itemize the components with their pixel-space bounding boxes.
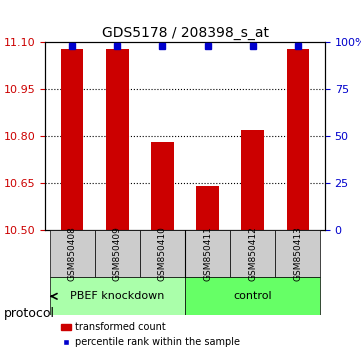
Bar bbox=[61, 49, 83, 230]
Text: control: control bbox=[234, 291, 272, 301]
FancyBboxPatch shape bbox=[95, 230, 140, 277]
Bar bbox=[242, 130, 264, 230]
FancyBboxPatch shape bbox=[49, 277, 185, 315]
Legend: transformed count, percentile rank within the sample: transformed count, percentile rank withi… bbox=[59, 320, 242, 349]
FancyBboxPatch shape bbox=[185, 230, 230, 277]
Text: GSM850411: GSM850411 bbox=[203, 226, 212, 281]
Text: GSM850408: GSM850408 bbox=[68, 226, 77, 281]
Text: PBEF knockdown: PBEF knockdown bbox=[70, 291, 165, 301]
Bar bbox=[106, 49, 129, 230]
FancyBboxPatch shape bbox=[275, 230, 321, 277]
Text: protocol: protocol bbox=[4, 307, 55, 320]
FancyBboxPatch shape bbox=[140, 230, 185, 277]
Text: GSM850409: GSM850409 bbox=[113, 226, 122, 281]
Bar bbox=[196, 186, 219, 230]
FancyBboxPatch shape bbox=[230, 230, 275, 277]
Text: GSM850410: GSM850410 bbox=[158, 226, 167, 281]
Bar bbox=[151, 142, 174, 230]
FancyBboxPatch shape bbox=[49, 230, 95, 277]
Bar bbox=[287, 49, 309, 230]
Text: GSM850412: GSM850412 bbox=[248, 226, 257, 281]
FancyBboxPatch shape bbox=[185, 277, 321, 315]
Text: GSM850413: GSM850413 bbox=[293, 226, 302, 281]
Title: GDS5178 / 208398_s_at: GDS5178 / 208398_s_at bbox=[101, 26, 269, 40]
